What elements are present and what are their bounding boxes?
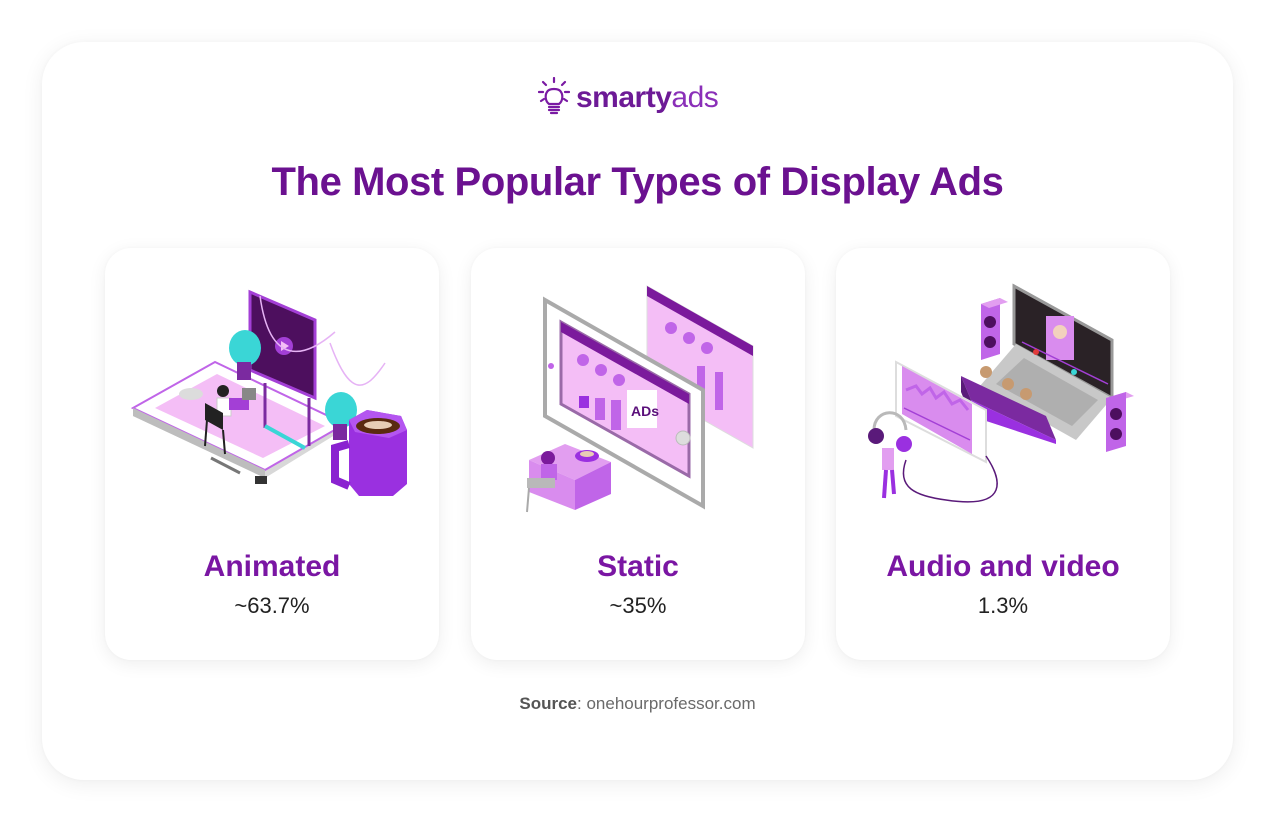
card-static: ADs Static ~35% [471, 248, 805, 660]
card-value: ~35% [609, 593, 667, 618]
animated-ads-illustration [105, 248, 439, 528]
card-label: Animated [203, 550, 341, 583]
card-value: ~63.7% [234, 593, 310, 618]
static-ads-illustration: ADs [471, 248, 805, 528]
source-citation: Source: onehourprofessor.com [0, 694, 1275, 714]
card-label: Audio and video [886, 550, 1120, 583]
card-audio-video: Audio and video 1.3% [836, 248, 1170, 660]
source-label: Source [519, 694, 577, 713]
source-text: onehourprofessor.com [581, 694, 756, 713]
brand-name-part2: ads [671, 81, 719, 114]
card-label: Static [597, 550, 679, 583]
page-title: The Most Popular Types of Display Ads [271, 160, 1004, 204]
brand-name: smartyads [576, 81, 719, 114]
card-value: 1.3% [977, 593, 1029, 618]
brand-name-part1: smarty [576, 81, 672, 114]
card-animated: Animated ~63.7% [105, 248, 439, 660]
lightbulb-icon [537, 76, 571, 120]
brand-logo: smartyads [537, 76, 719, 120]
source-separator: : [577, 694, 582, 713]
svg-text:ADs: ADs [631, 403, 659, 419]
audio-video-ads-illustration [836, 248, 1170, 528]
